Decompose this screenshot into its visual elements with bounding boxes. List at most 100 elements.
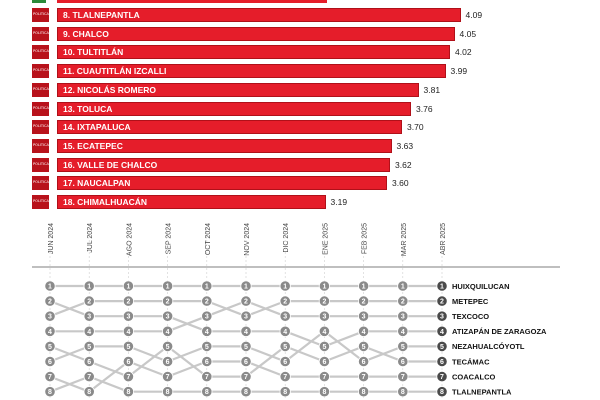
brand-logo-icon: POLITICA [32, 120, 49, 135]
rank-node-label: 3 [166, 314, 170, 321]
rank-node [44, 280, 56, 292]
rank-node [122, 370, 134, 383]
rank-node-label: 5 [166, 344, 170, 351]
bar-label: 17. NAUCALPAN [63, 178, 131, 189]
month-tick-label: JUL 2024 [87, 223, 94, 253]
rank-node [44, 295, 56, 307]
rank-node-label: 6 [166, 359, 170, 366]
rank-node [357, 280, 370, 292]
rank-node-label: 2 [440, 299, 444, 306]
rank-node-label: 3 [48, 314, 52, 321]
rank-node-label: 6 [87, 359, 91, 366]
rank-node-label: 6 [440, 359, 444, 366]
bar-value-label: 4.09 [465, 10, 483, 20]
rank-node [162, 340, 174, 352]
bar-value-label: 3.99 [450, 66, 468, 77]
rank-node [318, 310, 330, 322]
rank-node-label: 8 [283, 389, 287, 396]
rank-node [436, 325, 448, 337]
rank-node-label: 2 [322, 299, 326, 306]
bar-label: 16. VALLE DE CHALCO [63, 159, 158, 170]
brand-logo-text: POLITICA [33, 161, 49, 166]
rank-node [318, 370, 330, 383]
bar-row: POLITICA 13. TOLUCA 3.76 [0, 101, 600, 116]
rank-node [357, 340, 370, 352]
municipality-label: METEPEC [452, 297, 489, 306]
month-tick-label: ENE 2025 [322, 223, 329, 255]
brand-logo-icon: POLITICA [32, 176, 49, 191]
rank-node-label: 8 [440, 389, 444, 396]
rank-node [397, 340, 409, 352]
bar: 17. NAUCALPAN [57, 176, 387, 191]
bar-value-label: 3.60 [392, 178, 409, 189]
rank-node [436, 310, 448, 322]
rank-node [162, 370, 174, 383]
rank-node-label: 1 [362, 284, 366, 291]
rank-node [162, 386, 174, 398]
rank-node-label: 6 [322, 359, 326, 366]
municipality-label: HUIXQUILUCAN [452, 282, 510, 291]
rank-node-label: 8 [362, 389, 366, 396]
rank-node-label: 2 [126, 299, 130, 306]
rank-node [436, 386, 448, 398]
rank-node [201, 325, 213, 337]
rank-node [397, 295, 409, 307]
rank-node [397, 280, 409, 292]
rank-node [397, 325, 409, 337]
rank-node-label: 5 [440, 344, 444, 351]
rank-node-label: 7 [362, 374, 366, 381]
rank-node-label: 8 [126, 389, 130, 396]
rank-node-label: 2 [166, 299, 170, 306]
rank-node [318, 340, 330, 352]
rank-node [162, 355, 174, 368]
rank-node-label: 2 [283, 299, 287, 306]
rank-node-label: 5 [48, 344, 52, 351]
month-tick-label: OCT 2024 [205, 223, 212, 255]
rank-node [162, 310, 174, 322]
rank-node [122, 340, 134, 352]
rank-node [162, 280, 174, 292]
rank-node [357, 370, 370, 383]
rank-node [83, 310, 95, 322]
rank-node [240, 325, 252, 337]
bar-row: POLITICA 11. CUAUTITLÁN IZCALLI 3.99 [0, 64, 600, 79]
rank-node [83, 370, 95, 383]
rank-node-label: 1 [440, 284, 444, 291]
rank-node-label: 8 [322, 389, 326, 396]
brand-logo-text: POLITICA [33, 86, 49, 91]
rank-node-label: 6 [401, 359, 405, 366]
brand-logo-icon: POLITICA [32, 157, 49, 172]
rank-node [44, 370, 56, 383]
rank-node-label: 4 [322, 329, 326, 336]
bar: 14. IXTAPALUCA [57, 120, 402, 135]
bar-row: POLITICA 16. VALLE DE CHALCO 3.62 [0, 157, 600, 172]
rank-node [436, 355, 448, 368]
rank-node [240, 386, 252, 398]
rank-node-label: 6 [126, 359, 130, 366]
bar-row: POLITICA 15. ECATEPEC 3.63 [0, 138, 600, 153]
brand-logo-icon: POLITICA [32, 64, 49, 79]
rank-node-label: 5 [362, 344, 366, 351]
rank-node [279, 295, 291, 307]
rank-node-label: 5 [322, 344, 326, 351]
bar-value-label: 4.05 [459, 28, 477, 39]
rank-node-label: 1 [244, 284, 248, 291]
rank-node-label: 3 [401, 314, 405, 321]
bar-label: 13. TOLUCA [63, 103, 113, 114]
rank-node-label: 2 [48, 299, 52, 306]
bar: 13. TOLUCA [57, 101, 411, 116]
rank-node-label: 4 [205, 329, 209, 336]
rank-node [83, 295, 95, 307]
bar: 12. NICOLÁS ROMERO [57, 82, 419, 97]
rank-node [397, 355, 409, 368]
rank-node-label: 1 [283, 284, 287, 291]
rank-node [279, 280, 291, 292]
rank-node [397, 310, 409, 322]
rank-node-label: 5 [87, 344, 91, 351]
rank-node [357, 325, 370, 337]
rank-node [201, 295, 213, 307]
rank-node-label: 8 [48, 389, 52, 396]
rank-node [240, 355, 252, 368]
rank-node-label: 3 [322, 314, 326, 321]
rank-node [279, 310, 291, 322]
